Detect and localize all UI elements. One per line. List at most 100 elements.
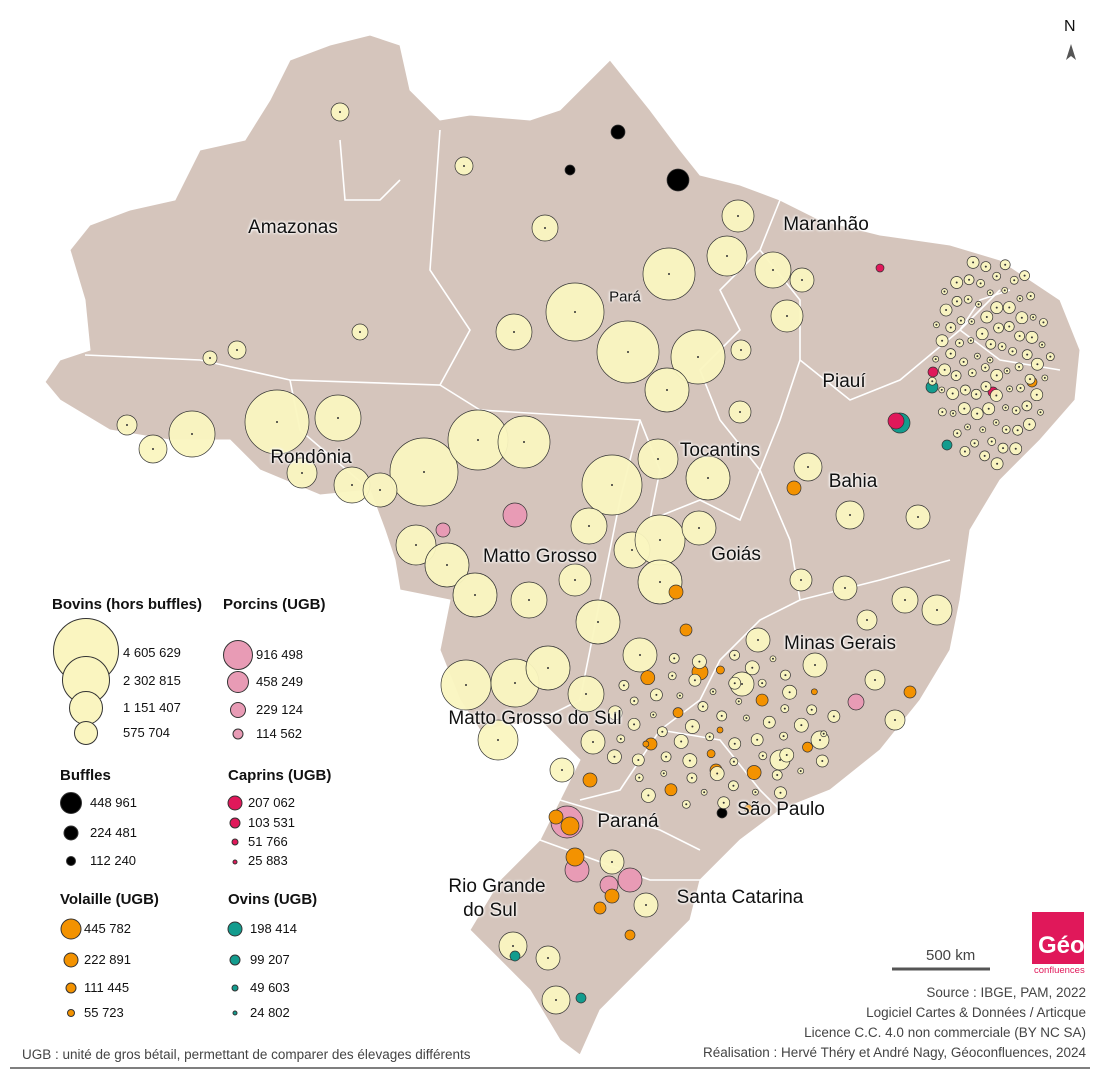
center-dot: [528, 599, 530, 601]
center-dot: [989, 343, 992, 346]
center-dot: [574, 579, 576, 581]
legend-bovins-value: 4 605 629: [123, 645, 181, 660]
center-dot: [379, 489, 381, 491]
volaille-symbol: [786, 480, 802, 496]
center-dot: [761, 754, 764, 757]
center-dot: [737, 215, 739, 217]
legend-ovins-value: 49 603: [250, 980, 290, 995]
center-dot: [966, 425, 969, 428]
center-dot: [788, 691, 791, 694]
center-dot: [739, 411, 741, 413]
center-dot: [782, 735, 785, 738]
center-dot: [209, 357, 211, 359]
center-dot: [1014, 447, 1017, 450]
center-dot: [712, 690, 715, 693]
center-dot: [958, 341, 961, 344]
legend-title-bovins: Bovins (hors buffles): [52, 596, 203, 613]
center-dot: [1019, 387, 1022, 390]
center-dot: [611, 861, 613, 863]
center-dot: [638, 776, 641, 779]
center-dot: [776, 774, 779, 777]
credit-source: Source : IBGE, PAM, 2022: [926, 985, 1086, 1000]
center-dot: [1008, 325, 1011, 328]
volaille-symbol: [664, 783, 678, 797]
center-dot: [984, 265, 987, 268]
center-dot: [931, 380, 934, 383]
center-dot: [474, 594, 476, 596]
center-dot: [477, 439, 479, 441]
legend-caprins-value: 103 531: [248, 815, 295, 830]
center-dot: [523, 441, 525, 443]
legend-ovins-circle-4: [232, 1010, 238, 1016]
center-dot: [732, 760, 735, 763]
center-dot: [633, 699, 636, 702]
center-dot: [611, 484, 613, 486]
center-dot: [337, 417, 339, 419]
center-dot: [697, 356, 699, 358]
porcins-symbol: [502, 502, 528, 528]
center-dot: [945, 309, 948, 312]
center-dot: [514, 682, 516, 684]
center-dot: [659, 581, 661, 583]
legend-ovins-value: 198 414: [250, 921, 297, 936]
legend-ovins-circle-2: [229, 954, 241, 966]
center-dot: [963, 450, 966, 453]
center-dot: [680, 740, 683, 743]
center-dot: [981, 332, 984, 335]
state-label-rondonia: Rondônia: [270, 447, 352, 468]
center-dot: [761, 682, 764, 685]
legend-porcins-value: 229 124: [256, 702, 303, 717]
center-dot: [152, 448, 154, 450]
center-dot: [1020, 316, 1023, 319]
center-dot: [800, 579, 802, 581]
center-dot: [754, 791, 757, 794]
state-label-maranhao: Maranhão: [783, 214, 869, 235]
center-dot: [666, 389, 668, 391]
center-dot: [981, 428, 984, 431]
center-dot: [756, 738, 759, 741]
center-dot: [655, 693, 658, 696]
state-label-rio-grande-do-sul-1: Rio Grande: [448, 876, 546, 897]
volaille-symbol: [565, 847, 585, 867]
center-dot: [751, 666, 754, 669]
caprins-symbol: [875, 263, 885, 273]
center-dot: [955, 374, 958, 377]
legend-buffles-value: 224 481: [90, 825, 137, 840]
center-dot: [613, 755, 616, 758]
center-dot: [844, 587, 846, 589]
center-dot: [786, 315, 788, 317]
volaille-symbol: [624, 929, 636, 941]
center-dot: [236, 349, 238, 351]
center-dot: [671, 674, 674, 677]
center-dot: [971, 371, 974, 374]
center-dot: [949, 352, 952, 355]
center-dot: [1008, 306, 1011, 309]
center-dot: [771, 657, 774, 660]
center-dot: [985, 315, 988, 318]
center-dot: [544, 227, 546, 229]
center-dot: [745, 716, 748, 719]
center-dot: [995, 306, 998, 309]
center-dot: [951, 392, 954, 395]
center-dot: [740, 349, 742, 351]
volaille-symbol: [604, 888, 620, 904]
center-dot: [800, 724, 803, 727]
legend-volaille-circle-1: [60, 918, 82, 940]
geoconfluences-logo: Géo: [1032, 912, 1085, 964]
legend-caprins-value: 25 883: [248, 853, 288, 868]
center-dot: [1035, 393, 1038, 396]
center-dot: [979, 282, 982, 285]
credit-software: Logiciel Cartes & Données / Articque: [866, 1005, 1086, 1020]
center-dot: [779, 791, 782, 794]
center-dot: [962, 360, 965, 363]
legend-ovins-circle-3: [231, 984, 239, 992]
center-dot: [943, 368, 946, 371]
legend-bovins-value: 1 151 407: [123, 700, 181, 715]
center-dot: [423, 471, 425, 473]
center-dot: [688, 759, 691, 762]
legend-title-buffles: Buffles: [60, 767, 111, 784]
volaille-symbol: [679, 623, 693, 637]
center-dot: [1001, 345, 1004, 348]
scale-label: 500 km: [926, 947, 976, 964]
center-dot: [547, 667, 549, 669]
